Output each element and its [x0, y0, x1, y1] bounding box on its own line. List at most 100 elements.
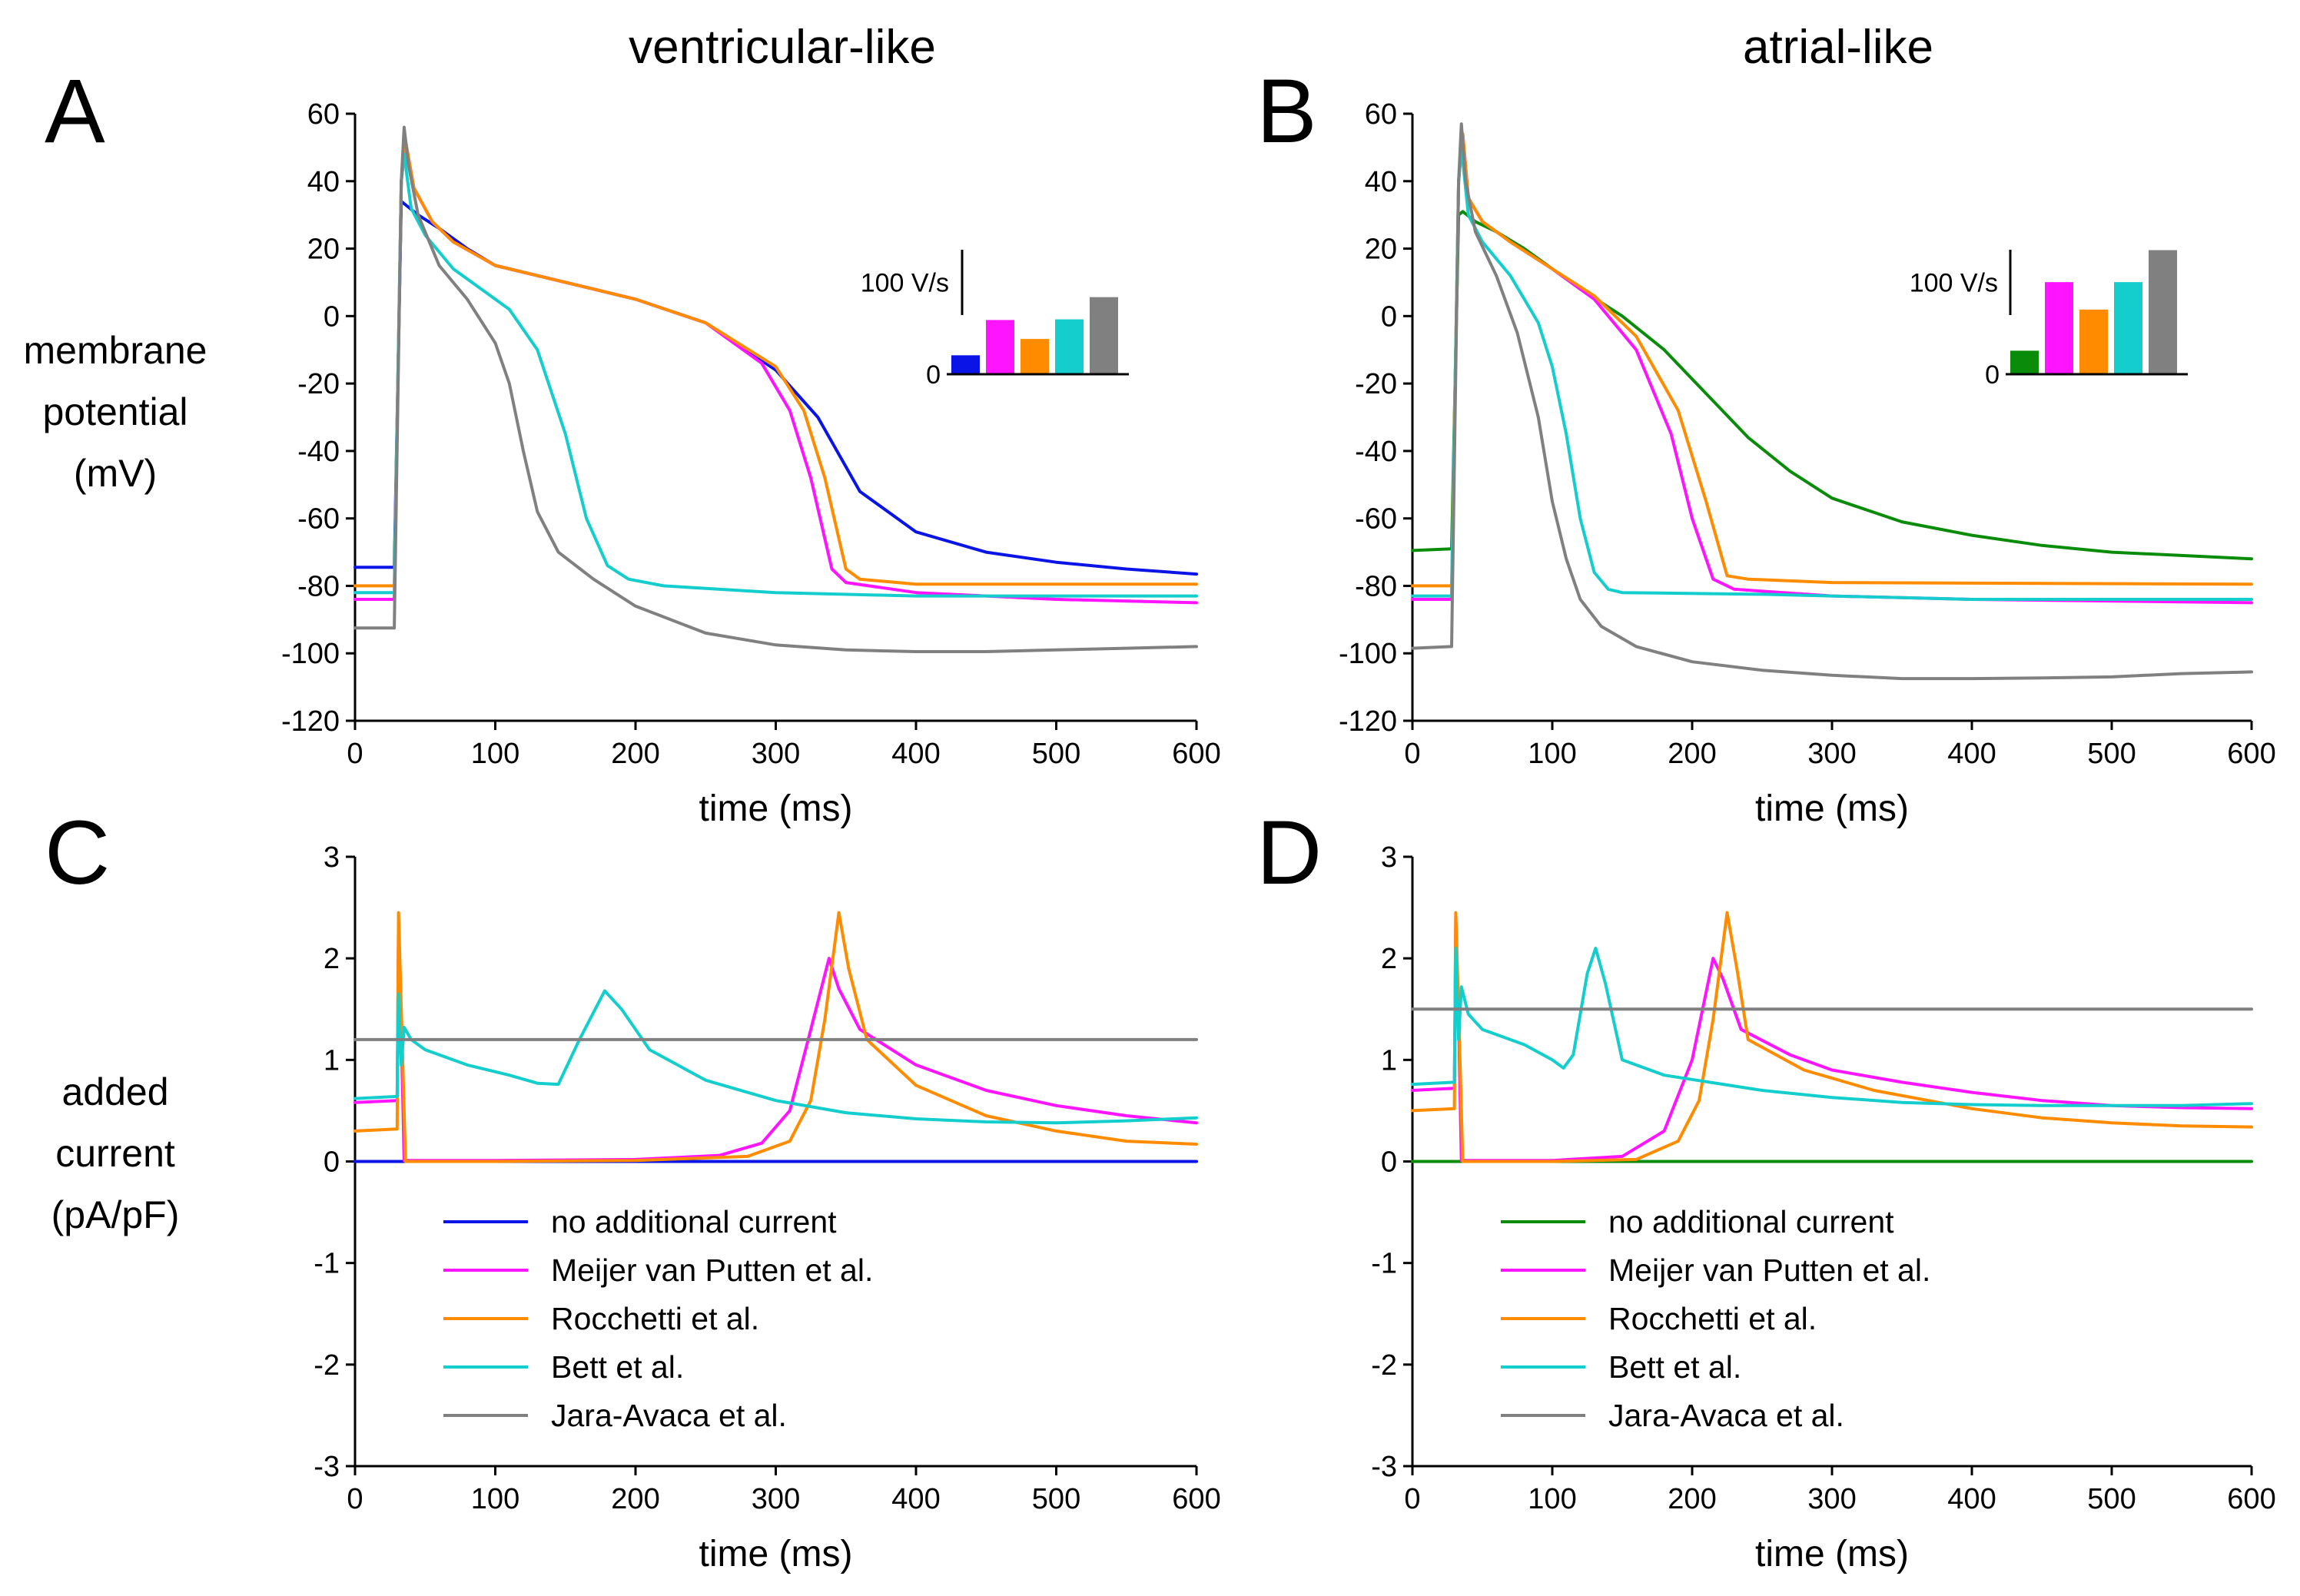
panel-b-x-tick-label: 300	[1807, 738, 1856, 770]
panel-a-y-tick-label: -60	[297, 503, 340, 536]
panel-c-legend-label-rocchetti-et-al: Rocchetti et al.	[551, 1301, 759, 1336]
panel-a-x-axis-title: time (ms)	[699, 788, 853, 829]
panel-a-y-tick-label: 0	[324, 300, 340, 333]
panel-b-inset-zero-label: 0	[1985, 360, 2000, 390]
panel-d-x-tick-label: 600	[2227, 1483, 2275, 1515]
panel-a-inset-scale-label: 100 V/s	[861, 269, 949, 298]
panel-c-x-tick-label: 100	[471, 1483, 519, 1515]
panel-d-legend-label-jara-avaca-et-al: Jara-Avaca et al.	[1608, 1398, 1844, 1433]
panel-b-y-tick-label: 60	[1365, 98, 1397, 131]
panel-a-x-tick-label: 0	[347, 738, 363, 770]
panel-d-series-bett-et-al	[1411, 947, 2253, 1107]
panel-a-inset-bar	[1021, 339, 1049, 374]
panel-a-x-tick-label: 100	[471, 738, 519, 770]
panel-b-plot: 0 100 200 300 400 500 600-120-100-80-60-40-200…	[1339, 98, 2276, 829]
panel-b-inset-bar	[2114, 282, 2142, 374]
row-label-bottom-line2: current	[55, 1132, 175, 1175]
panel-a-series-jara-avaca-et-al	[353, 125, 1198, 653]
panel-b-x-tick-label: 600	[2227, 738, 2275, 770]
panel-c-x-tick-label: 200	[611, 1483, 659, 1515]
panel-b-x-tick-label: 0	[1404, 738, 1420, 770]
panel-b-series-jara-avaca-et-al	[1411, 122, 2253, 681]
panel-b-x-axis-title: time (ms)	[1755, 788, 1909, 829]
panel-c-y-tick-label: 2	[324, 943, 340, 975]
panel-a-x-tick-label: 500	[1032, 738, 1080, 770]
panel-b-y-tick-label: -40	[1355, 436, 1397, 468]
panel-d-x-tick-label: 400	[1947, 1483, 1996, 1515]
panel-b-inset-bar	[2010, 350, 2039, 374]
panel-c-legend-label-jara-avaca-et-al: Jara-Avaca et al.	[551, 1398, 787, 1433]
panel-a-y-tick-label: 40	[307, 166, 340, 198]
panel-d-x-tick-label: 0	[1404, 1483, 1420, 1515]
panel-a-y-tick-label: -40	[297, 436, 340, 468]
panel-c-series-rocchetti-et-al	[353, 911, 1198, 1163]
panel-letter-c: C	[45, 802, 110, 904]
panel-d-legend-label-bett-et-al: Bett et al.	[1608, 1349, 1741, 1385]
column-title-atrial: atrial-like	[1743, 21, 1933, 74]
panel-d-legend-label-meijer-van-putten-et-al: Meijer van Putten et al.	[1608, 1253, 1930, 1288]
panel-a-inset-bar	[986, 320, 1014, 374]
panel-c-x-tick-label: 600	[1172, 1483, 1220, 1515]
panel-b-inset-bar	[2079, 309, 2108, 374]
panel-d-legend-label-rocchetti-et-al: Rocchetti et al.	[1608, 1301, 1817, 1336]
panel-c-x-tick-label: 500	[1032, 1483, 1080, 1515]
panel-letter-d: D	[1256, 802, 1322, 904]
panel-c-series-meijer-van-putten-et-al	[353, 926, 1198, 1163]
panel-b-inset-scale-label: 100 V/s	[1910, 269, 1998, 298]
panel-c-y-tick-label: -1	[314, 1248, 340, 1280]
panel-d-y-tick-label: 3	[1381, 841, 1397, 874]
panel-a-y-tick-label: -80	[297, 570, 340, 602]
panel-b-x-tick-label: 400	[1947, 738, 1996, 770]
panel-c-y-tick-label: 0	[324, 1146, 340, 1179]
panel-c-legend-label-meijer-van-putten-et-al: Meijer van Putten et al.	[551, 1253, 873, 1288]
panel-d-series-rocchetti-et-al	[1411, 911, 2253, 1163]
panel-letter-b: B	[1256, 61, 1317, 162]
panel-d-x-axis-title: time (ms)	[1755, 1534, 1909, 1574]
panel-b-y-tick-label: 0	[1381, 300, 1397, 333]
panel-c-legend-label-no-additional-current: no additional current	[551, 1204, 837, 1239]
panel-b-inset-bar	[2149, 250, 2177, 374]
panel-d-y-tick-label: 1	[1381, 1044, 1397, 1077]
panel-d-y-tick-label: -2	[1371, 1349, 1397, 1382]
panel-b-y-tick-label: -100	[1339, 638, 1397, 670]
panel-d-x-tick-label: 100	[1528, 1483, 1576, 1515]
panel-d-legend-label-no-additional-current: no additional current	[1608, 1204, 1894, 1239]
panel-c-y-tick-label: 3	[324, 841, 340, 874]
panel-a-y-tick-label: 60	[307, 98, 340, 131]
panel-b-inset-bar	[2045, 282, 2073, 374]
panel-a-inset-bar	[1090, 297, 1118, 374]
panel-c-plot: 0 100 200 300 400 500 600 -3 -2 -1 0 1 2 3 time (ms) no…	[314, 841, 1221, 1574]
panel-a-x-tick-label: 400	[891, 738, 940, 770]
panel-a-y-tick-label: -20	[297, 368, 340, 400]
panel-b-y-tick-label: -80	[1355, 570, 1397, 602]
row-label-top-line1: membrane	[24, 329, 207, 372]
panel-b-x-tick-label: 200	[1668, 738, 1716, 770]
column-title-ventricular: ventricular-like	[629, 21, 936, 74]
panel-a-series-rocchetti-et-al	[353, 139, 1198, 588]
panel-b-y-tick-label: -20	[1355, 368, 1397, 400]
panel-d-x-tick-label: 200	[1668, 1483, 1716, 1515]
panel-a-inset-zero-label: 0	[926, 360, 941, 390]
panel-c-x-tick-label: 400	[891, 1483, 940, 1515]
panel-b-y-tick-label: -120	[1339, 705, 1397, 738]
panel-a-x-tick-label: 200	[611, 738, 659, 770]
panel-d-y-tick-label: 2	[1381, 943, 1397, 975]
panel-a-inset-bar	[1055, 319, 1084, 374]
panel-d-x-tick-label: 500	[2087, 1483, 2136, 1515]
panel-b-y-tick-label: 20	[1365, 234, 1397, 266]
panel-c-y-tick-label: -3	[314, 1451, 340, 1483]
panel-d-y-tick-label: -1	[1371, 1248, 1397, 1280]
panel-b-y-tick-label: 40	[1365, 166, 1397, 198]
panel-b-x-tick-label: 100	[1528, 738, 1576, 770]
panel-a-x-tick-label: 300	[752, 738, 800, 770]
panel-d-plot: 0 100 200 300 400 500 600 -3 -2 -1 0 1 2 3 time (ms) no…	[1371, 841, 2276, 1574]
panel-b-y-tick-label: -60	[1355, 503, 1397, 536]
panel-a-y-tick-label: -100	[281, 638, 340, 670]
panel-c-y-tick-label: -2	[314, 1349, 340, 1382]
panel-a-y-tick-label: 20	[307, 234, 340, 266]
panel-b-series-no-additional-current	[1411, 210, 2253, 561]
row-label-bottom-line3: (pA/pF)	[51, 1193, 180, 1236]
row-label-top-line3: (mV)	[74, 452, 157, 495]
panel-a-plot: 0 100 200 300 400 500 600-120-100-80-60-40-200…	[281, 98, 1221, 829]
